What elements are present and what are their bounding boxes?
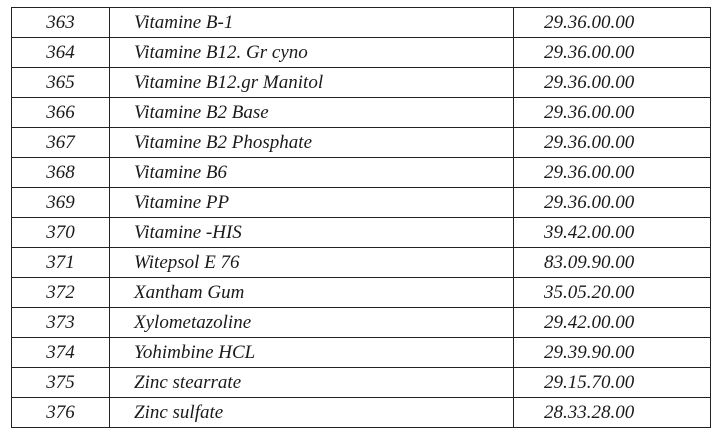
tariff-code-cell: 29.36.00.00 [513, 157, 711, 188]
table-row: 370 Vitamine -HIS 39.42.00.00 [11, 217, 711, 248]
table-row: 368 Vitamine B6 29.36.00.00 [11, 157, 711, 188]
table-row: 374 Yohimbine HCL 29.39.90.00 [11, 337, 711, 368]
table-row: 376 Zinc sulfate 28.33.28.00 [11, 397, 711, 428]
product-name-cell: Vitamine B12. Gr cyno [109, 37, 514, 68]
tariff-code-cell: 29.36.00.00 [513, 97, 711, 128]
tariff-code-cell: 28.33.28.00 [513, 397, 711, 428]
product-name-cell: Vitamine B2 Base [109, 97, 514, 128]
table-row: 367 Vitamine B2 Phosphate 29.36.00.00 [11, 127, 711, 158]
table-row: 364 Vitamine B12. Gr cyno 29.36.00.00 [11, 37, 711, 68]
row-number-cell: 366 [11, 97, 110, 128]
product-table: 363 Vitamine B-1 29.36.00.00 364 Vitamine B1… [11, 7, 711, 428]
table-row: 366 Vitamine B2 Base 29.36.00.00 [11, 97, 711, 128]
row-number-cell: 365 [11, 67, 110, 98]
tariff-code-cell: 29.36.00.00 [513, 67, 711, 98]
tariff-code-cell: 29.15.70.00 [513, 367, 711, 398]
row-number-cell: 376 [11, 397, 110, 428]
row-number-cell: 371 [11, 247, 110, 278]
row-number-cell: 373 [11, 307, 110, 338]
tariff-code-cell: 29.39.90.00 [513, 337, 711, 368]
row-number-cell: 375 [11, 367, 110, 398]
row-number-cell: 363 [11, 7, 110, 38]
row-number-cell: 364 [11, 37, 110, 68]
table-row: 372 Xantham Gum 35.05.20.00 [11, 277, 711, 308]
table-row: 375 Zinc stearrate 29.15.70.00 [11, 367, 711, 398]
table-row: 371 Witepsol E 76 83.09.90.00 [11, 247, 711, 278]
product-name-cell: Witepsol E 76 [109, 247, 514, 278]
table-body: 363 Vitamine B-1 29.36.00.00 364 Vitamine B1… [11, 7, 711, 428]
product-name-cell: Yohimbine HCL [109, 337, 514, 368]
row-number-cell: 369 [11, 187, 110, 218]
table-row: 365 Vitamine B12.gr Manitol 29.36.00.00 [11, 67, 711, 98]
row-number-cell: 374 [11, 337, 110, 368]
table-row: 363 Vitamine B-1 29.36.00.00 [11, 7, 711, 38]
tariff-code-cell: 29.36.00.00 [513, 37, 711, 68]
tariff-code-cell: 29.36.00.00 [513, 187, 711, 218]
tariff-code-cell: 35.05.20.00 [513, 277, 711, 308]
row-number-cell: 372 [11, 277, 110, 308]
product-name-cell: Vitamine PP [109, 187, 514, 218]
product-name-cell: Vitamine -HIS [109, 217, 514, 248]
tariff-code-cell: 39.42.00.00 [513, 217, 711, 248]
tariff-code-cell: 29.36.00.00 [513, 127, 711, 158]
product-name-cell: Vitamine B2 Phosphate [109, 127, 514, 158]
row-number-cell: 368 [11, 157, 110, 188]
table-row: 373 Xylometazoline 29.42.00.00 [11, 307, 711, 338]
product-name-cell: Zinc sulfate [109, 397, 514, 428]
tariff-code-cell: 29.42.00.00 [513, 307, 711, 338]
product-name-cell: Zinc stearrate [109, 367, 514, 398]
product-name-cell: Vitamine B-1 [109, 7, 514, 38]
tariff-code-cell: 29.36.00.00 [513, 7, 711, 38]
product-name-cell: Xantham Gum [109, 277, 514, 308]
table-row: 369 Vitamine PP 29.36.00.00 [11, 187, 711, 218]
product-name-cell: Xylometazoline [109, 307, 514, 338]
product-name-cell: Vitamine B6 [109, 157, 514, 188]
product-name-cell: Vitamine B12.gr Manitol [109, 67, 514, 98]
row-number-cell: 370 [11, 217, 110, 248]
row-number-cell: 367 [11, 127, 110, 158]
tariff-code-cell: 83.09.90.00 [513, 247, 711, 278]
